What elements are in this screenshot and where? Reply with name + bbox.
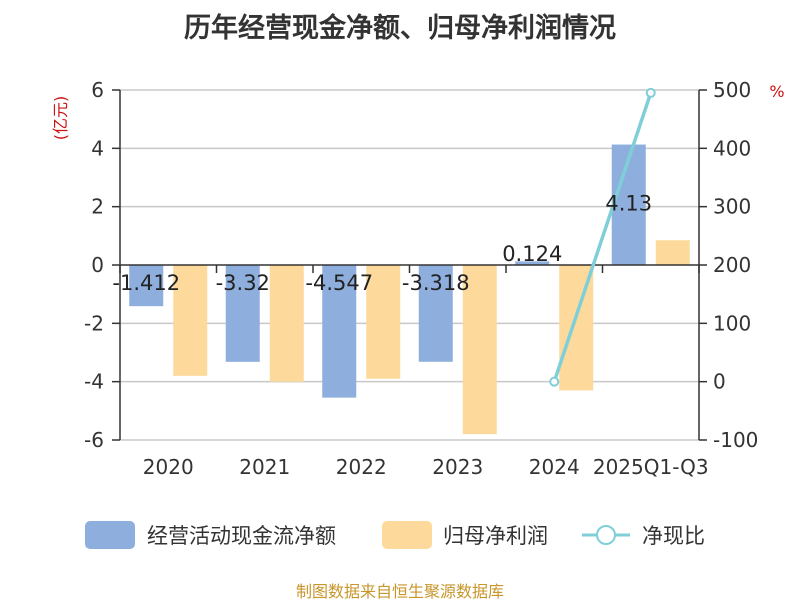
ratio-point [549, 376, 560, 387]
left-axis-unit: (亿元) [51, 96, 70, 141]
cash-flow-data-label: -1.412 [112, 271, 180, 295]
cash-flow-bar [225, 265, 260, 362]
left-axis-tick-label: 0 [91, 253, 104, 277]
ratio-line [552, 92, 653, 383]
legend-swatch-cash-flow [85, 521, 135, 549]
data-labels: -1.412 -3.32 -4.547 -3.318 0.124 4.13 [112, 192, 652, 295]
legend-label-ratio: 净现比 [642, 524, 705, 548]
ratio-point [645, 87, 656, 98]
cash-flow-data-label: 0.124 [502, 242, 562, 266]
x-axis-tick-label: 2022 [336, 455, 387, 479]
left-axis-tick-label: -6 [84, 428, 104, 452]
x-axis-tick-label: 2023 [432, 455, 483, 479]
bars [129, 144, 690, 435]
right-axis-tick-label: 400 [713, 136, 751, 160]
left-axis-tick-label: 2 [91, 195, 104, 219]
x-axis-tick-label: 2024 [529, 455, 580, 479]
x-axis-tick-label: 2025Q1-Q3 [593, 455, 709, 479]
x-axis-tick-label: 2020 [143, 455, 194, 479]
cash-flow-bar [418, 265, 453, 362]
legend-swatch-net-profit [382, 521, 432, 549]
chart-title: 历年经营现金净额、归母净利润情况 [184, 13, 616, 44]
net-profit-bar [173, 265, 208, 376]
net-profit-bar [462, 265, 497, 435]
right-axis-tick-label: 200 [713, 253, 751, 277]
left-axis-tick-label: 4 [91, 136, 104, 160]
left-axis-tick-label: -2 [84, 311, 104, 335]
left-axis-tick-label: 6 [91, 78, 104, 102]
cash-flow-data-label: -3.318 [402, 271, 470, 295]
right-axis-tick-label: 500 [713, 78, 751, 102]
cash-flow-bar [611, 144, 646, 265]
net-profit-bar [269, 265, 304, 382]
grid-lines [120, 89, 699, 441]
cash-flow-data-label: 4.13 [605, 192, 652, 216]
legend-label-cash-flow: 经营活动现金流净额 [147, 524, 336, 548]
legend-swatch-ratio-marker [596, 525, 616, 545]
axes [112, 89, 707, 441]
legend-label-net-profit: 归母净利润 [443, 524, 548, 548]
cash-flow-data-label: -3.32 [216, 271, 270, 295]
right-axis-tick-label: 300 [713, 195, 751, 219]
legend: 经营活动现金流净额 归母净利润 净现比 [85, 521, 705, 549]
net-profit-bar [655, 240, 690, 265]
right-axis-tick-label: -100 [713, 428, 758, 452]
ratio-line-layer [549, 87, 656, 387]
right-axis-tick-label: 100 [713, 311, 751, 335]
x-axis-tick-label: 2021 [239, 455, 290, 479]
right-axis-tick-label: 0 [713, 370, 726, 394]
net-profit-bar [366, 265, 401, 379]
cash-flow-bar [515, 261, 550, 265]
footer-source: 制图数据来自恒生聚源数据库 [295, 582, 504, 601]
right-axis-unit: % [769, 82, 784, 101]
left-axis-tick-label: -4 [84, 370, 104, 394]
cash-flow-bar [322, 265, 357, 398]
cash-flow-bar [129, 265, 164, 307]
cash-flow-data-label: -4.547 [305, 271, 373, 295]
tick-labels: 6 4 2 0 -2 -4 -6 500 400 300 200 100 0 -100 2020 2021 20… [84, 78, 758, 479]
